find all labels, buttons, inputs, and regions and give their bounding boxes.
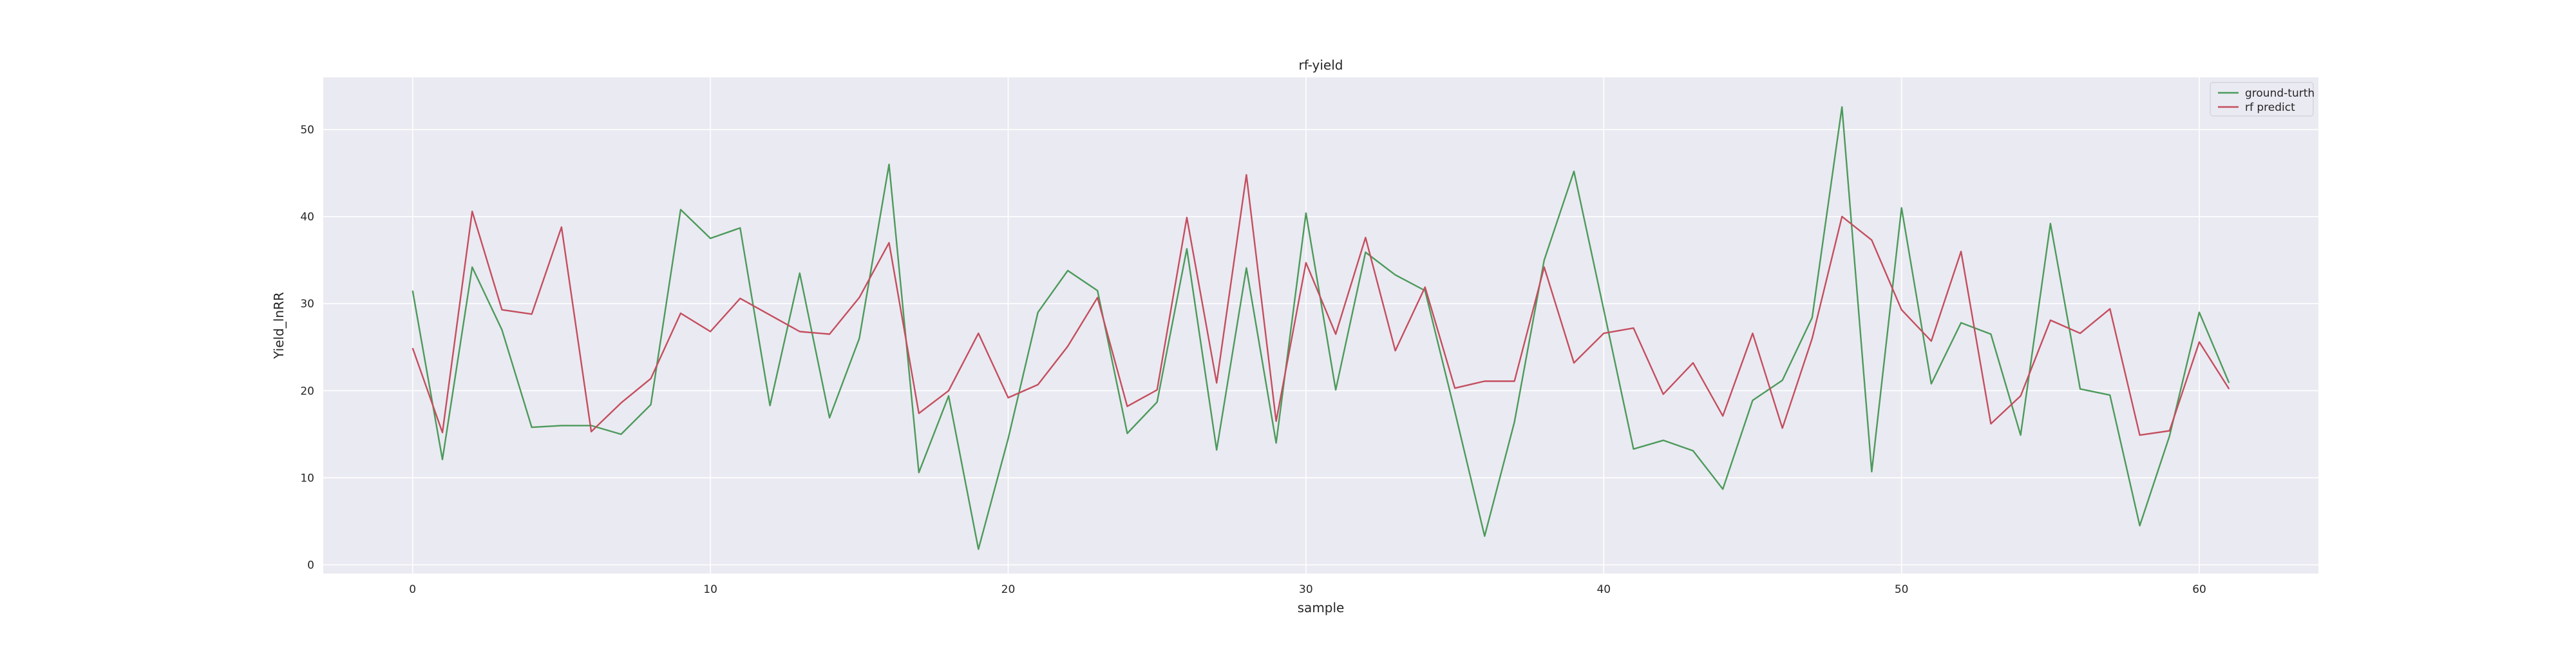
x-tick-label: 50 xyxy=(1895,583,1909,596)
x-axis-label: sample xyxy=(1298,600,1345,615)
x-tick-label: 60 xyxy=(2192,583,2206,596)
x-tick-label: 40 xyxy=(1596,583,1611,596)
x-tick-label: 0 xyxy=(409,583,416,596)
y-tick-label: 30 xyxy=(300,298,314,311)
y-tick-label: 50 xyxy=(300,124,314,137)
x-tick-label: 30 xyxy=(1299,583,1313,596)
y-axis-label: Yield_lnRR xyxy=(271,292,287,360)
tick-labels: 0 10 20 30 40 50 60 0 10 20 30 40 50 xyxy=(300,124,2206,596)
y-tick-label: 40 xyxy=(300,211,314,224)
y-tick-label: 0 xyxy=(307,559,314,572)
plot-area xyxy=(323,77,2318,574)
x-tick-label: 20 xyxy=(1001,583,1016,596)
series-lines xyxy=(412,106,2230,550)
legend-label: ground-turth xyxy=(2245,87,2315,100)
legend-label: rf predict xyxy=(2245,101,2295,114)
x-tick-label: 10 xyxy=(703,583,717,596)
series-line xyxy=(412,106,2230,550)
y-tick-label: 10 xyxy=(300,472,314,485)
chart-title: rf-yield xyxy=(1299,57,1343,73)
y-tick-label: 20 xyxy=(300,385,314,398)
series-line xyxy=(412,174,2230,436)
